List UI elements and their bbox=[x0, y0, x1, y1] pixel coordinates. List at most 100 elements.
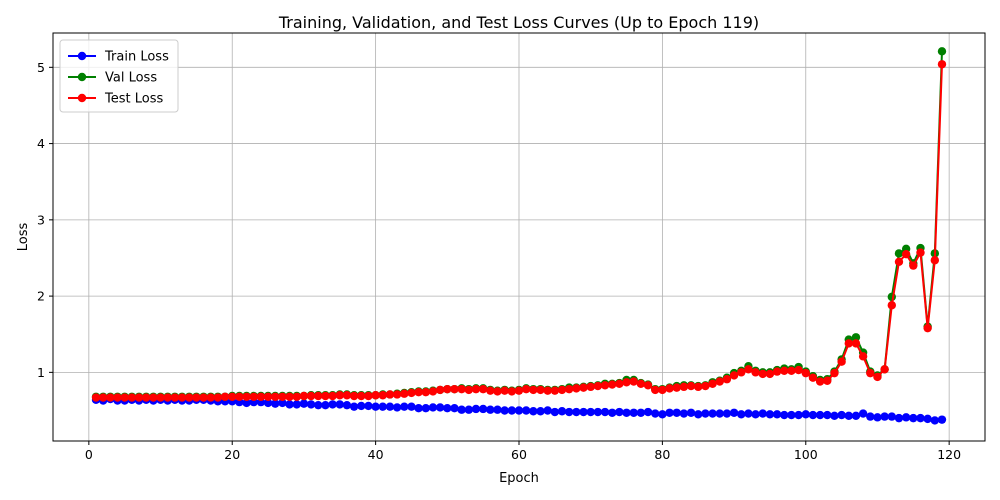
test-loss-point bbox=[658, 385, 667, 395]
train-loss-point bbox=[435, 403, 445, 412]
train-loss-point bbox=[392, 403, 402, 412]
train-loss-point bbox=[851, 411, 861, 421]
test-loss-point bbox=[701, 381, 710, 391]
train-loss-point bbox=[794, 410, 803, 420]
train-loss-point bbox=[600, 407, 610, 417]
test-loss-point bbox=[858, 352, 868, 361]
train-loss-point bbox=[930, 416, 940, 425]
test-loss-point bbox=[808, 373, 818, 382]
test-loss-point bbox=[543, 386, 552, 395]
test-loss-point bbox=[263, 392, 273, 401]
train-loss-point bbox=[285, 400, 294, 409]
train-loss-point bbox=[550, 407, 560, 417]
train-loss-point bbox=[572, 407, 581, 417]
test-loss-point bbox=[457, 384, 466, 394]
legend-swatch-marker bbox=[77, 72, 87, 82]
test-loss-point bbox=[686, 381, 696, 391]
train-loss-point bbox=[744, 409, 753, 418]
test-loss-point bbox=[593, 381, 603, 391]
train-loss-point bbox=[894, 413, 904, 423]
legend-swatch-marker bbox=[77, 93, 87, 103]
y-tick-label: 1 bbox=[37, 365, 45, 380]
test-loss-point bbox=[98, 393, 108, 402]
test-loss-point bbox=[471, 384, 481, 394]
test-loss-point bbox=[837, 357, 846, 366]
test-loss-point bbox=[608, 380, 617, 389]
test-loss-point bbox=[421, 387, 430, 397]
train-loss-point bbox=[615, 407, 624, 417]
train-loss-point bbox=[751, 410, 760, 419]
train-loss-point bbox=[378, 402, 387, 411]
test-loss-point bbox=[242, 392, 251, 401]
train-loss-point bbox=[292, 400, 301, 409]
test-loss-point bbox=[199, 393, 208, 402]
train-loss-point bbox=[830, 411, 839, 421]
test-loss-point bbox=[550, 386, 560, 395]
train-loss-point bbox=[428, 403, 438, 412]
train-loss-point bbox=[808, 410, 818, 420]
train-loss-point bbox=[586, 407, 595, 417]
train-loss-point bbox=[486, 405, 495, 414]
train-loss-point bbox=[780, 410, 789, 420]
train-loss-point bbox=[385, 402, 395, 411]
test-loss-point bbox=[665, 384, 674, 393]
train-loss-point bbox=[772, 410, 782, 419]
test-loss-point bbox=[364, 391, 373, 401]
train-loss-point bbox=[643, 407, 653, 417]
train-loss-point bbox=[443, 404, 452, 413]
test-loss-point bbox=[378, 391, 387, 400]
train-loss-point bbox=[837, 410, 846, 420]
test-loss-point bbox=[185, 393, 194, 402]
test-loss-point bbox=[737, 368, 746, 377]
test-loss-point bbox=[450, 384, 459, 394]
test-loss-point bbox=[385, 390, 395, 399]
legend-label: Train Loss bbox=[104, 50, 169, 65]
train-loss-point bbox=[579, 407, 588, 417]
x-tick-label: 40 bbox=[368, 447, 384, 462]
test-loss-point bbox=[794, 365, 803, 375]
test-loss-point bbox=[873, 372, 882, 382]
train-loss-point bbox=[722, 409, 732, 418]
train-loss-point bbox=[557, 407, 567, 416]
train-loss-point bbox=[866, 412, 875, 421]
test-loss-point bbox=[407, 388, 416, 398]
y-tick-label: 2 bbox=[37, 289, 45, 304]
test-loss-point bbox=[342, 391, 352, 400]
test-loss-point bbox=[772, 367, 782, 376]
test-loss-point bbox=[271, 392, 280, 401]
train-loss-point bbox=[815, 410, 825, 420]
train-loss-point bbox=[665, 408, 674, 417]
train-loss-point bbox=[299, 399, 309, 408]
test-loss-point bbox=[930, 256, 940, 265]
test-loss-point bbox=[765, 369, 775, 379]
x-tick-label: 80 bbox=[654, 447, 670, 462]
train-loss-point bbox=[887, 412, 896, 421]
test-loss-point bbox=[923, 323, 932, 333]
test-loss-point bbox=[256, 392, 266, 401]
train-loss-point bbox=[457, 405, 466, 414]
train-loss-point bbox=[672, 408, 681, 417]
grid bbox=[53, 33, 985, 441]
legend-label: Val Loss bbox=[105, 71, 157, 86]
train-loss-point bbox=[349, 402, 359, 411]
train-loss-point bbox=[787, 410, 796, 420]
train-loss-point bbox=[400, 402, 409, 411]
train-loss-point bbox=[593, 407, 603, 417]
test-loss-point bbox=[780, 366, 789, 376]
legend-box bbox=[59, 39, 179, 113]
test-loss-point bbox=[708, 379, 717, 388]
test-loss-point bbox=[335, 391, 344, 400]
legend-item-val-loss: Val Loss bbox=[68, 71, 157, 86]
test-loss-point bbox=[651, 385, 660, 395]
test-loss-point bbox=[536, 385, 545, 395]
test-loss-point bbox=[249, 392, 258, 401]
train-loss-point bbox=[651, 409, 660, 418]
train-loss-point bbox=[529, 407, 538, 416]
test-loss-point bbox=[916, 248, 925, 257]
test-loss-point bbox=[557, 385, 567, 395]
test-loss-point bbox=[529, 385, 538, 395]
train-loss-point bbox=[536, 407, 545, 416]
train-loss-point bbox=[421, 404, 430, 413]
train-loss-point bbox=[543, 406, 552, 415]
test-loss-point bbox=[909, 261, 918, 270]
